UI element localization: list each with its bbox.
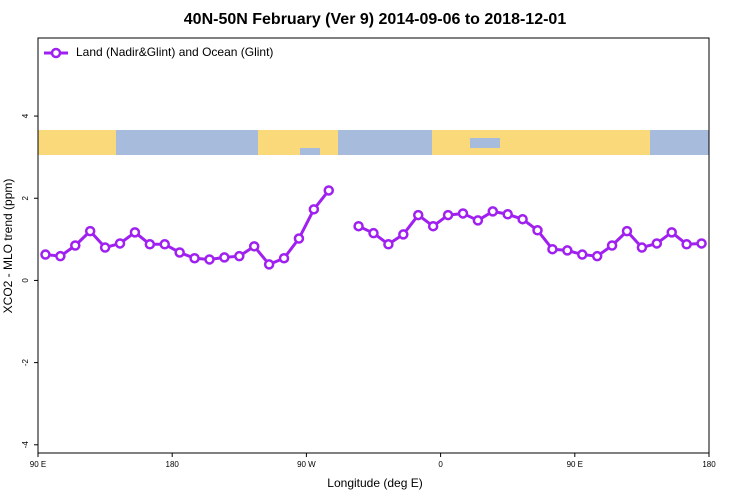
y-tick-label: -4	[21, 441, 30, 449]
point	[636, 242, 648, 253]
x-tick-label: 180	[702, 460, 716, 469]
point	[55, 250, 66, 262]
point	[412, 209, 424, 221]
point	[99, 242, 111, 253]
point	[457, 208, 469, 219]
point	[442, 209, 454, 221]
point	[308, 204, 320, 215]
point	[487, 206, 499, 217]
y-axis-label: XCO2 - MLO trend (ppm)	[1, 179, 15, 314]
point	[696, 238, 707, 249]
point	[681, 239, 692, 250]
y-tick-label: 4	[21, 113, 30, 118]
point	[234, 250, 245, 262]
point	[70, 240, 81, 251]
point	[666, 227, 677, 238]
point	[129, 227, 141, 238]
x-tick-label: 90 W	[297, 460, 316, 469]
point	[293, 233, 305, 244]
point	[204, 254, 215, 265]
map-band	[38, 130, 709, 155]
point	[427, 220, 439, 232]
legend-swatch-marker	[50, 47, 62, 59]
point	[278, 252, 290, 264]
legend-label: Land (Nadir&Glint) and Ocean (Glint)	[76, 45, 273, 59]
point	[114, 238, 126, 249]
point	[84, 225, 96, 237]
point	[591, 250, 603, 262]
point	[547, 243, 558, 255]
point	[651, 238, 663, 249]
point	[383, 239, 394, 250]
point	[577, 249, 588, 260]
point	[606, 240, 618, 251]
point	[353, 220, 364, 232]
point	[219, 252, 230, 263]
series-line	[45, 189, 702, 266]
point	[159, 239, 170, 250]
point	[472, 215, 484, 226]
x-tick-label: 180	[166, 460, 180, 469]
point	[562, 245, 573, 256]
point	[517, 213, 528, 225]
point	[248, 241, 260, 252]
point	[368, 227, 379, 239]
point	[323, 185, 335, 196]
chart-title: 40N-50N February (Ver 9) 2014-09-06 to 2…	[184, 11, 567, 28]
x-axis-label: Longitude (deg E)	[327, 476, 422, 490]
plot-frame	[37, 37, 710, 454]
point	[502, 209, 513, 220]
point	[189, 252, 200, 264]
point	[263, 259, 275, 270]
point	[398, 229, 409, 240]
point	[174, 247, 185, 258]
y-tick-label: 2	[21, 195, 30, 200]
point	[621, 225, 633, 237]
x-tick-label: 90 E	[567, 460, 583, 469]
y-tick-label: -2	[21, 359, 30, 367]
point	[144, 239, 156, 250]
x-tick-label: 90 E	[30, 460, 46, 469]
point	[532, 225, 543, 236]
x-tick-label: 0	[438, 460, 443, 469]
point	[40, 249, 51, 260]
y-tick-label: 0	[21, 278, 30, 283]
